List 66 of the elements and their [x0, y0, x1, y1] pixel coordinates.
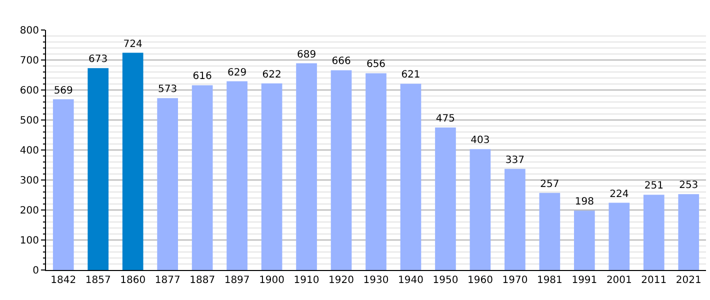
x-tick-label: 1930 — [363, 275, 389, 286]
x-tick-label: 1887 — [190, 275, 216, 286]
x-tick-label: 1991 — [572, 275, 598, 286]
y-tick-label: 300 — [20, 176, 39, 186]
x-tick-label: 1970 — [502, 275, 528, 286]
x-tick-label: 2011 — [641, 275, 667, 286]
x-tick-label: 1897 — [224, 275, 250, 286]
y-tick-label: 700 — [20, 56, 39, 66]
data-label: 724 — [123, 38, 142, 50]
x-tick-label: 1900 — [259, 275, 285, 286]
data-label: 622 — [262, 69, 282, 80]
data-label: 673 — [88, 54, 108, 66]
x-tick-label: 1920 — [328, 275, 354, 286]
y-tick-label: 400 — [20, 146, 39, 156]
y-tick-label: 500 — [20, 116, 39, 126]
x-tick-label: 1860 — [120, 275, 146, 286]
y-tick-label: 800 — [20, 26, 39, 36]
data-label: 629 — [228, 67, 247, 78]
x-tick-label: 1857 — [85, 275, 111, 286]
data-label: 621 — [401, 70, 420, 81]
data-label: 253 — [679, 180, 698, 192]
bar — [678, 194, 700, 270]
bar — [192, 85, 213, 270]
bar — [435, 128, 456, 270]
bar — [608, 202, 630, 270]
data-label: 689 — [296, 49, 316, 60]
bar — [504, 168, 526, 270]
data-label: 656 — [366, 59, 386, 70]
bar — [296, 63, 317, 270]
x-tick-label: 1960 — [467, 275, 493, 286]
x-tick-label: 1877 — [154, 275, 180, 286]
bar — [539, 192, 560, 270]
data-label: 569 — [54, 85, 73, 96]
bar — [261, 83, 282, 270]
bar — [226, 81, 248, 270]
data-label: 251 — [644, 180, 664, 192]
data-label: 224 — [610, 188, 629, 200]
data-label: 475 — [436, 114, 456, 124]
bar — [574, 210, 595, 270]
x-tick-label: 2021 — [676, 275, 702, 286]
bar — [122, 52, 144, 270]
bar — [157, 98, 178, 270]
bar — [52, 99, 74, 270]
bar — [366, 73, 386, 270]
bar — [88, 68, 109, 270]
bar — [470, 149, 491, 270]
data-label: 573 — [158, 84, 178, 96]
y-tick-label: 0 — [32, 266, 39, 276]
x-tick-label: 1950 — [432, 275, 458, 286]
data-label: 198 — [574, 196, 594, 208]
x-tick-label: 1981 — [536, 275, 562, 286]
x-tick-label: 1842 — [50, 275, 76, 286]
data-label: 337 — [505, 154, 524, 166]
x-tick-label: 1910 — [294, 275, 320, 286]
y-tick-label: 600 — [20, 86, 39, 96]
x-tick-label: 2001 — [606, 275, 632, 286]
y-tick-label: 100 — [20, 236, 39, 246]
bar — [643, 194, 664, 270]
bar — [330, 70, 352, 270]
data-label: 257 — [540, 178, 560, 190]
data-label: 666 — [332, 56, 351, 68]
y-tick-label: 200 — [20, 206, 39, 216]
data-label: 616 — [192, 71, 212, 82]
bar — [400, 84, 422, 270]
x-tick-label: 1940 — [398, 275, 424, 286]
data-label: 403 — [470, 135, 490, 146]
